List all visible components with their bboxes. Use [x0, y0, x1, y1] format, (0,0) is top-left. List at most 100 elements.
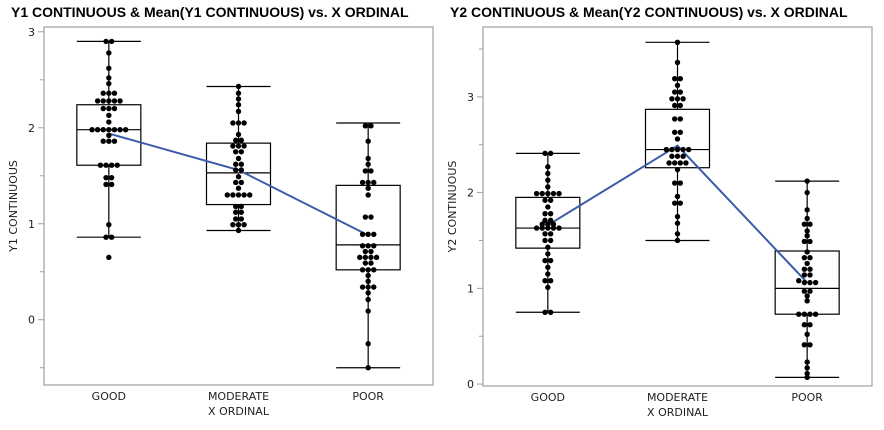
- data-point: [233, 216, 239, 222]
- data-point: [103, 234, 109, 240]
- data-point: [365, 341, 371, 347]
- data-point: [807, 272, 813, 278]
- data-point: [545, 251, 551, 257]
- data-point: [542, 217, 548, 224]
- box-iqr: [205, 142, 272, 206]
- data-point: [550, 221, 557, 227]
- y-axis-title: Y1 CONTINUOUS: [7, 160, 20, 253]
- data-point: [672, 129, 678, 136]
- mean-line: [108, 132, 369, 237]
- data-point: [106, 126, 112, 133]
- data-point: [807, 311, 813, 317]
- data-point: [674, 96, 681, 102]
- data-point: [674, 213, 681, 220]
- data-point: [545, 204, 551, 210]
- data-point: [100, 126, 106, 133]
- data-point: [233, 149, 239, 155]
- data-point: [674, 59, 681, 66]
- data-point: [106, 65, 112, 71]
- data-point: [674, 39, 681, 46]
- data-point: [368, 214, 374, 220]
- y-tick-label: 1: [28, 218, 35, 231]
- data-point: [672, 116, 678, 122]
- data-point: [807, 288, 813, 294]
- data-point: [365, 138, 371, 144]
- data-point: [677, 75, 683, 82]
- data-point: [359, 231, 366, 238]
- data-point: [230, 222, 236, 228]
- data-point: [674, 136, 681, 142]
- data-point: [672, 180, 678, 186]
- data-point: [235, 131, 242, 138]
- data-point: [807, 238, 813, 245]
- data-point: [365, 155, 371, 162]
- data-point: [235, 83, 242, 90]
- data-point: [804, 359, 810, 365]
- data-point: [680, 153, 686, 159]
- data-point: [545, 164, 551, 170]
- data-point: [235, 222, 242, 228]
- data-point: [235, 227, 242, 234]
- data-point: [368, 254, 374, 261]
- data-point: [94, 126, 101, 133]
- data-point: [677, 180, 683, 186]
- data-point: [677, 160, 683, 166]
- data-point: [111, 126, 118, 133]
- data-point: [235, 143, 242, 149]
- y-tick-label: 2: [28, 122, 35, 135]
- data-point: [241, 120, 247, 126]
- data-point: [542, 197, 548, 203]
- data-point: [547, 257, 554, 264]
- data-point: [238, 161, 244, 167]
- data-point: [804, 215, 810, 222]
- data-point: [106, 222, 112, 228]
- data-point: [542, 309, 548, 315]
- data-point: [542, 210, 548, 217]
- data-point: [368, 248, 374, 255]
- y-axis-title: Y2 CONTINUOUS: [446, 161, 459, 254]
- data-point: [796, 277, 802, 284]
- y-tick-label: 1: [467, 282, 474, 295]
- data-point: [674, 146, 681, 153]
- x-axis-title: X ORDINAL: [208, 405, 270, 418]
- data-point: [106, 112, 112, 119]
- data-point: [365, 284, 371, 290]
- data-point: [100, 90, 106, 96]
- data-point: [224, 192, 230, 198]
- data-point: [804, 331, 810, 338]
- data-point: [362, 254, 369, 261]
- data-point: [669, 96, 675, 102]
- data-point: [359, 267, 366, 273]
- data-point: [547, 237, 554, 244]
- data-point: [545, 284, 551, 291]
- data-point: [108, 174, 115, 181]
- data-point: [547, 277, 554, 284]
- data-point: [365, 272, 371, 279]
- data-point: [94, 98, 101, 104]
- data-point: [677, 129, 683, 136]
- data-point: [539, 221, 545, 227]
- x-axis-title: X ORDINAL: [647, 406, 709, 419]
- data-point: [365, 192, 371, 198]
- data-point: [542, 237, 548, 244]
- data-point: [100, 105, 106, 112]
- data-point: [108, 162, 115, 168]
- data-point: [804, 228, 810, 234]
- data-point: [801, 272, 808, 278]
- data-point: [804, 298, 810, 304]
- data-point: [359, 284, 366, 290]
- data-point: [807, 279, 813, 286]
- data-point: [804, 178, 810, 184]
- data-point: [812, 279, 819, 286]
- data-point: [238, 179, 244, 186]
- data-point: [807, 266, 813, 272]
- data-point: [804, 365, 810, 371]
- x-tick-label: GOOD: [92, 390, 126, 403]
- data-point: [674, 82, 681, 89]
- data-point: [545, 271, 551, 277]
- data-point: [542, 257, 548, 264]
- data-point: [365, 278, 371, 285]
- data-point: [365, 243, 371, 249]
- data-point: [111, 98, 118, 104]
- data-point: [672, 75, 678, 82]
